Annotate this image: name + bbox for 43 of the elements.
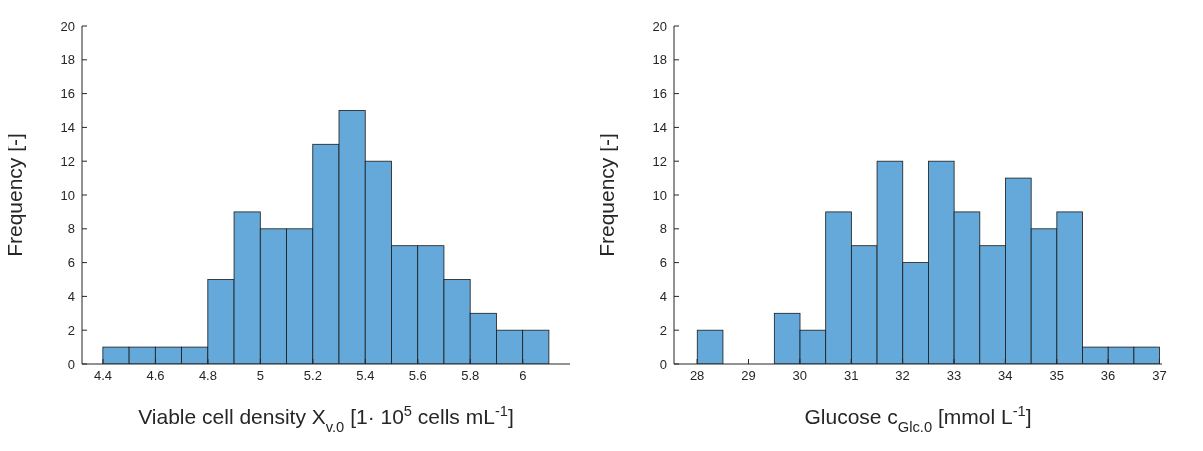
y-tick-label: 16 xyxy=(60,86,75,102)
y-tick-label: 4 xyxy=(659,289,667,305)
y-tick-label: 8 xyxy=(659,221,667,237)
x-tick-label: 28 xyxy=(689,368,705,384)
x-tick-label: 36 xyxy=(1100,368,1116,384)
y-tick-label: 12 xyxy=(60,153,75,169)
y-tick-label: 18 xyxy=(60,52,75,68)
y-tick-label: 2 xyxy=(67,322,75,338)
y-tick-label: 12 xyxy=(652,153,667,169)
x-tick-label: 37 xyxy=(1152,368,1167,384)
y-tick-label: 8 xyxy=(67,221,75,237)
x-tick-label: 5.4 xyxy=(356,368,375,384)
x-tick-label: 33 xyxy=(946,368,962,384)
x-tick-label: 34 xyxy=(998,368,1013,384)
x-tick-label: 35 xyxy=(1049,368,1064,384)
x-tick-label: 30 xyxy=(792,368,808,384)
y-tick-label: 20 xyxy=(652,18,667,34)
y-tick-label: 10 xyxy=(60,187,75,203)
y-tick-label: 18 xyxy=(652,52,667,68)
y-tick-label: 6 xyxy=(659,255,667,271)
x-tick-label: 5 xyxy=(256,368,265,384)
x-tick-label: 4.4 xyxy=(93,368,113,384)
x-tick-label: 5.6 xyxy=(408,368,427,384)
y-tick-label: 14 xyxy=(652,120,667,136)
x-tick-label: 32 xyxy=(895,368,910,384)
x-tick-label: 29 xyxy=(741,368,756,384)
x-tick-label: 6 xyxy=(519,368,527,384)
y-tick-label: 16 xyxy=(652,86,667,102)
x-tick-label: 31 xyxy=(843,368,859,384)
x-tick-label: 5.8 xyxy=(461,368,480,384)
x-tick-label: 4.6 xyxy=(146,368,165,384)
y-tick-label: 20 xyxy=(60,18,75,34)
y-tick-label: 0 xyxy=(67,356,75,372)
y-tick-label: 14 xyxy=(60,120,75,136)
x-tick-label: 4.8 xyxy=(198,368,217,384)
x-axis-title: Viable cell density X$_{v.0}$ [1· 10$^{5}$ cells mL$^{-1}$] xyxy=(138,403,514,435)
y-tick-label: 0 xyxy=(659,356,667,372)
y-tick-label: 10 xyxy=(652,187,667,203)
x-axis-title: Glucose c$_{Glc.0}$ [mmol L$^{-1}$] xyxy=(804,403,1032,435)
y-tick-label: 4 xyxy=(67,289,75,305)
x-tick-label: 5.2 xyxy=(303,368,322,384)
y-tick-label: 6 xyxy=(67,255,75,271)
y-tick-label: 2 xyxy=(659,322,667,338)
